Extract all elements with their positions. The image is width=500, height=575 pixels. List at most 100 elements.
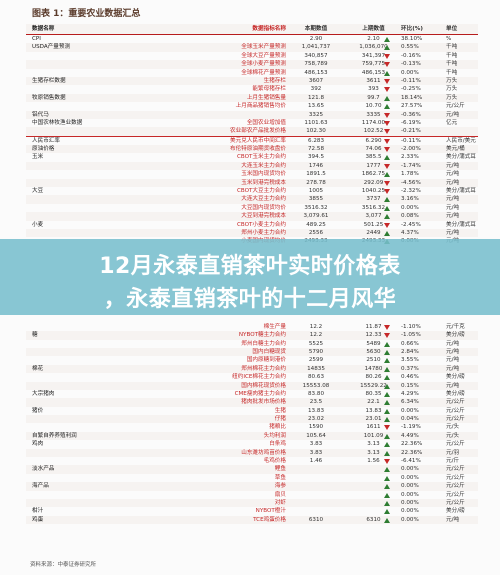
- table-cell-cur: 1746: [308, 162, 324, 169]
- table-cell-chg: -0.16%: [401, 52, 421, 59]
- table-cell-name: 大豆: [32, 188, 44, 195]
- table-cell-chg: -0.21%: [401, 128, 421, 135]
- table-cell-cur: 80.63: [307, 374, 324, 381]
- table-cell-prev: 5489: [366, 340, 381, 347]
- table-header-cell: 环比(%): [401, 26, 423, 32]
- table-cell-cur: 278.78: [306, 179, 326, 186]
- table-cell-cur: 13.83: [307, 407, 324, 414]
- table-cell-indicator: 海参: [274, 483, 286, 490]
- up-arrow-icon: [384, 37, 390, 42]
- table-cell-prev: 23.01: [365, 416, 382, 423]
- table-cell-unit: 千吨: [446, 52, 458, 59]
- table-cell-cur: 105.64: [306, 432, 326, 439]
- banner-title-line-2: ，永泰直销茶叶的十二月风华: [103, 287, 397, 312]
- up-arrow-icon: [384, 104, 390, 110]
- table-cell-unit: 元/公斤: [446, 441, 465, 448]
- table-cell-prev: 12.33: [365, 332, 382, 339]
- table-cell-chg: 0.00%: [401, 491, 419, 498]
- table-cell-unit: 万头: [446, 77, 458, 84]
- table-cell-chg: 4.29%: [401, 390, 419, 397]
- table-cell-unit: 元/公斤: [446, 399, 465, 406]
- table-cell-cur: 1101.63: [304, 119, 328, 126]
- up-arrow-icon: [384, 383, 390, 389]
- table-cell-unit: 元/吨: [446, 204, 460, 211]
- table-cell-chg: -0.13%: [401, 61, 421, 68]
- table-cell-chg: 2.84%: [401, 348, 419, 355]
- table-cell-chg: 2.33%: [401, 154, 419, 161]
- table-cell-cur: 489.25: [306, 221, 326, 228]
- table-cell-indicator: 全球小麦产量预测: [241, 61, 286, 68]
- table-cell-unit: 元/公斤: [446, 499, 465, 506]
- table-cell-indicator: CBOT小麦主力合约: [236, 221, 286, 228]
- table-cell-indicator: TCE鸡蛋价格: [253, 516, 286, 523]
- down-arrow-icon: [384, 62, 390, 68]
- table-cell-name: 牧原销售数据: [32, 94, 66, 101]
- table-row: CPI 2.90 2.10 38.10%%: [26, 35, 478, 43]
- table-cell-unit: 人民币/美元: [446, 137, 476, 144]
- table-cell-chg: 0.00%: [401, 466, 419, 473]
- table-cell-chg: -2.45%: [401, 221, 421, 228]
- table-cell-chg: 27.57%: [401, 103, 423, 110]
- table-cell-name: 玉米: [32, 154, 44, 161]
- table-cell-name: 人民币汇率: [32, 137, 60, 144]
- table-row: 海产品 海参 0.00% 元/公斤: [26, 482, 478, 491]
- table-cell-indicator: 生猪存栏: [263, 77, 286, 84]
- up-arrow-icon: [384, 509, 390, 515]
- table-cell-indicator: 猪肉批发市场价格: [241, 399, 286, 406]
- table-cell-chg: -0.11%: [401, 77, 421, 84]
- table-cell-indicator: 玉米国内现货均价: [241, 171, 286, 178]
- table-cell-cur: 3607: [308, 77, 324, 84]
- table-cell-chg: 0.66%: [401, 340, 419, 347]
- table-cell-cur: 3325: [308, 111, 324, 118]
- table-cell-indicator: 鲤鱼: [274, 466, 286, 473]
- table-cell-chg: -2.32%: [401, 188, 421, 195]
- table-row: 农业部农产品批发价格 102.30 102.52 -0.21%: [26, 127, 478, 136]
- table-cell-unit: 元/吨: [446, 111, 460, 118]
- table-header-cell: 上期数值: [362, 26, 385, 32]
- table-cell-prev: 1,036,070: [359, 44, 388, 51]
- table-cell-unit: 美分/蒲式耳: [446, 221, 476, 228]
- down-arrow-icon: [384, 78, 390, 84]
- table-cell-prev: 759,775: [361, 61, 386, 68]
- down-arrow-icon: [384, 324, 390, 330]
- table-cell-indicator: 郑州小麦主力合约: [241, 229, 286, 236]
- table-cell-indicator: 大连玉米主力合约: [241, 162, 286, 169]
- up-arrow-icon: [384, 417, 390, 423]
- table-cell-name: 自繁自养养殖利润: [32, 432, 77, 439]
- table-cell-chg: 0.46%: [401, 374, 419, 381]
- table-row: 中国农林牧渔业数据 全国农业增加值 1101.63 1174.00 -6.19% 亿元: [26, 119, 478, 127]
- table-cell-chg: -2.00%: [401, 146, 421, 153]
- up-arrow-icon: [384, 442, 390, 448]
- up-arrow-icon: [384, 475, 390, 481]
- table-cell-cur: 1590: [308, 424, 324, 431]
- up-arrow-icon: [384, 349, 390, 355]
- up-arrow-icon: [384, 205, 390, 211]
- table-cell-chg: -1.19%: [401, 424, 421, 431]
- table-row: 人民币汇率 美元兑人民币中间汇率 6.283 6.290 -0.11% 人民币/美元: [26, 135, 478, 145]
- table-cell-cur: 6310: [308, 516, 324, 523]
- table-cell-chg: 22.36%: [401, 449, 423, 456]
- table-row: 对虾 0.00% 元/公斤: [26, 498, 478, 508]
- table-cell-prev: 101.09: [363, 432, 384, 439]
- up-arrow-icon: [384, 214, 390, 220]
- table-row: 猪肉批发市场价格 23.5 22.1 6.34% 元/公斤: [26, 398, 478, 407]
- table-cell-prev: 486,153: [361, 69, 386, 76]
- up-arrow-icon: [384, 375, 390, 381]
- table-cell-indicator: 国内原糖到港价: [246, 357, 286, 364]
- table-cell-chg: 0.00%: [401, 69, 419, 76]
- table-cell-unit: 元/吨: [446, 365, 460, 372]
- table-cell-cur: 392: [310, 86, 322, 93]
- down-arrow-icon: [384, 120, 390, 126]
- table-cell-chg: 38.10%: [401, 36, 423, 42]
- table-cell-chg: 4.37%: [401, 229, 419, 236]
- table-cell-unit: 元/吨: [446, 229, 460, 236]
- table-cell-cur: 2599: [308, 357, 324, 364]
- table-cell-indicator: 毛鸡价格: [263, 458, 286, 465]
- table-cell-prev: 3737: [366, 196, 381, 203]
- up-arrow-icon: [384, 45, 390, 51]
- table-cell-cur: 340,857: [304, 52, 328, 59]
- table-cell-indicator: 国内白糖现货: [252, 348, 286, 355]
- table-cell-prev: 292.09: [363, 179, 384, 186]
- table-row: 大豆 CBOT大豆主力合约 1005 1040.25 -2.32% 美分/蒲式耳: [26, 187, 478, 195]
- table-row: 玉米到港完税成本 278.78 292.09 -4.56% 元/吨: [26, 178, 478, 188]
